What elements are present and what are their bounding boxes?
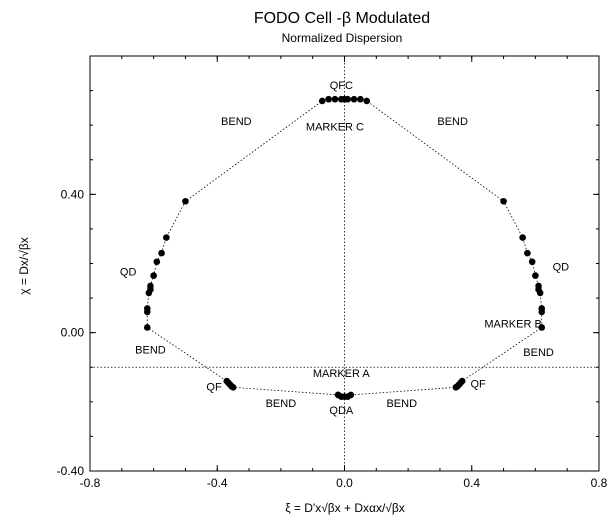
x-tick-label: -0.8 xyxy=(80,476,101,490)
y-axis-label: χ = Dx/√βx xyxy=(17,237,31,294)
reference-lines xyxy=(90,56,599,471)
data-point xyxy=(143,324,151,331)
data-point xyxy=(338,95,345,103)
data-point xyxy=(347,391,355,399)
data-point xyxy=(350,95,358,103)
data-point xyxy=(524,249,531,257)
data-point xyxy=(528,258,536,266)
annotation-label: QDA xyxy=(329,405,354,417)
annotation-label: MARKER A xyxy=(313,368,371,380)
annotation-label: QF xyxy=(470,378,486,390)
data-point xyxy=(145,289,153,297)
data-point xyxy=(163,234,170,241)
annotation-label: BEND xyxy=(135,344,166,356)
data-point xyxy=(538,324,546,331)
annotation-label: QFC xyxy=(330,80,353,92)
annotations: QFC MARKER C BEND BEND QD QD MARKER B BEND BEND M… xyxy=(120,80,569,417)
annotation-label: QD xyxy=(553,261,570,273)
data-point xyxy=(150,272,157,279)
y-tick-label: -0.40 xyxy=(57,464,85,478)
y-tick-label: 0.00 xyxy=(61,326,85,340)
data-point xyxy=(538,305,546,312)
annotation-label: QF xyxy=(206,381,222,393)
chart-title: FODO Cell -β Modulated xyxy=(254,10,430,27)
data-point xyxy=(331,95,339,103)
data-point xyxy=(325,95,332,103)
chart-subtitle: Normalized Dispersion xyxy=(282,31,403,45)
annotation-label: BEND xyxy=(523,347,554,359)
data-point xyxy=(458,377,466,385)
annotation-label: BEND xyxy=(266,398,297,410)
data-point xyxy=(532,272,539,279)
data-point xyxy=(519,234,526,241)
data-point xyxy=(158,249,165,257)
data-point xyxy=(229,384,237,391)
annotation-label: MARKER C xyxy=(306,121,364,133)
annotation-label: MARKER B xyxy=(484,318,541,330)
data-point xyxy=(334,391,342,399)
data-point xyxy=(182,197,189,205)
x-axis-label: ξ = D'x√βx + Dxαx/√βx xyxy=(285,501,405,515)
data-point xyxy=(535,282,542,290)
annotation-label: QD xyxy=(120,267,137,279)
data-point xyxy=(143,308,151,316)
x-tick-label: 0.0 xyxy=(336,476,353,490)
data-point xyxy=(153,258,161,266)
y-tick-label: 0.40 xyxy=(61,187,85,201)
data-points xyxy=(143,95,546,400)
data-point xyxy=(500,197,507,205)
annotation-label: BEND xyxy=(437,116,468,128)
data-point xyxy=(318,97,326,105)
data-point xyxy=(357,95,364,103)
x-tick-label: -0.4 xyxy=(207,476,228,490)
x-tick-label: 0.8 xyxy=(591,476,608,490)
data-point xyxy=(363,97,371,105)
annotation-label: BEND xyxy=(221,116,252,128)
axis-ticks: -0.8 -0.4 0.0 0.4 0.8 -0.40 0.00 0.40 xyxy=(57,55,608,490)
x-tick-label: 0.4 xyxy=(463,476,480,490)
annotation-label: BEND xyxy=(386,398,417,410)
